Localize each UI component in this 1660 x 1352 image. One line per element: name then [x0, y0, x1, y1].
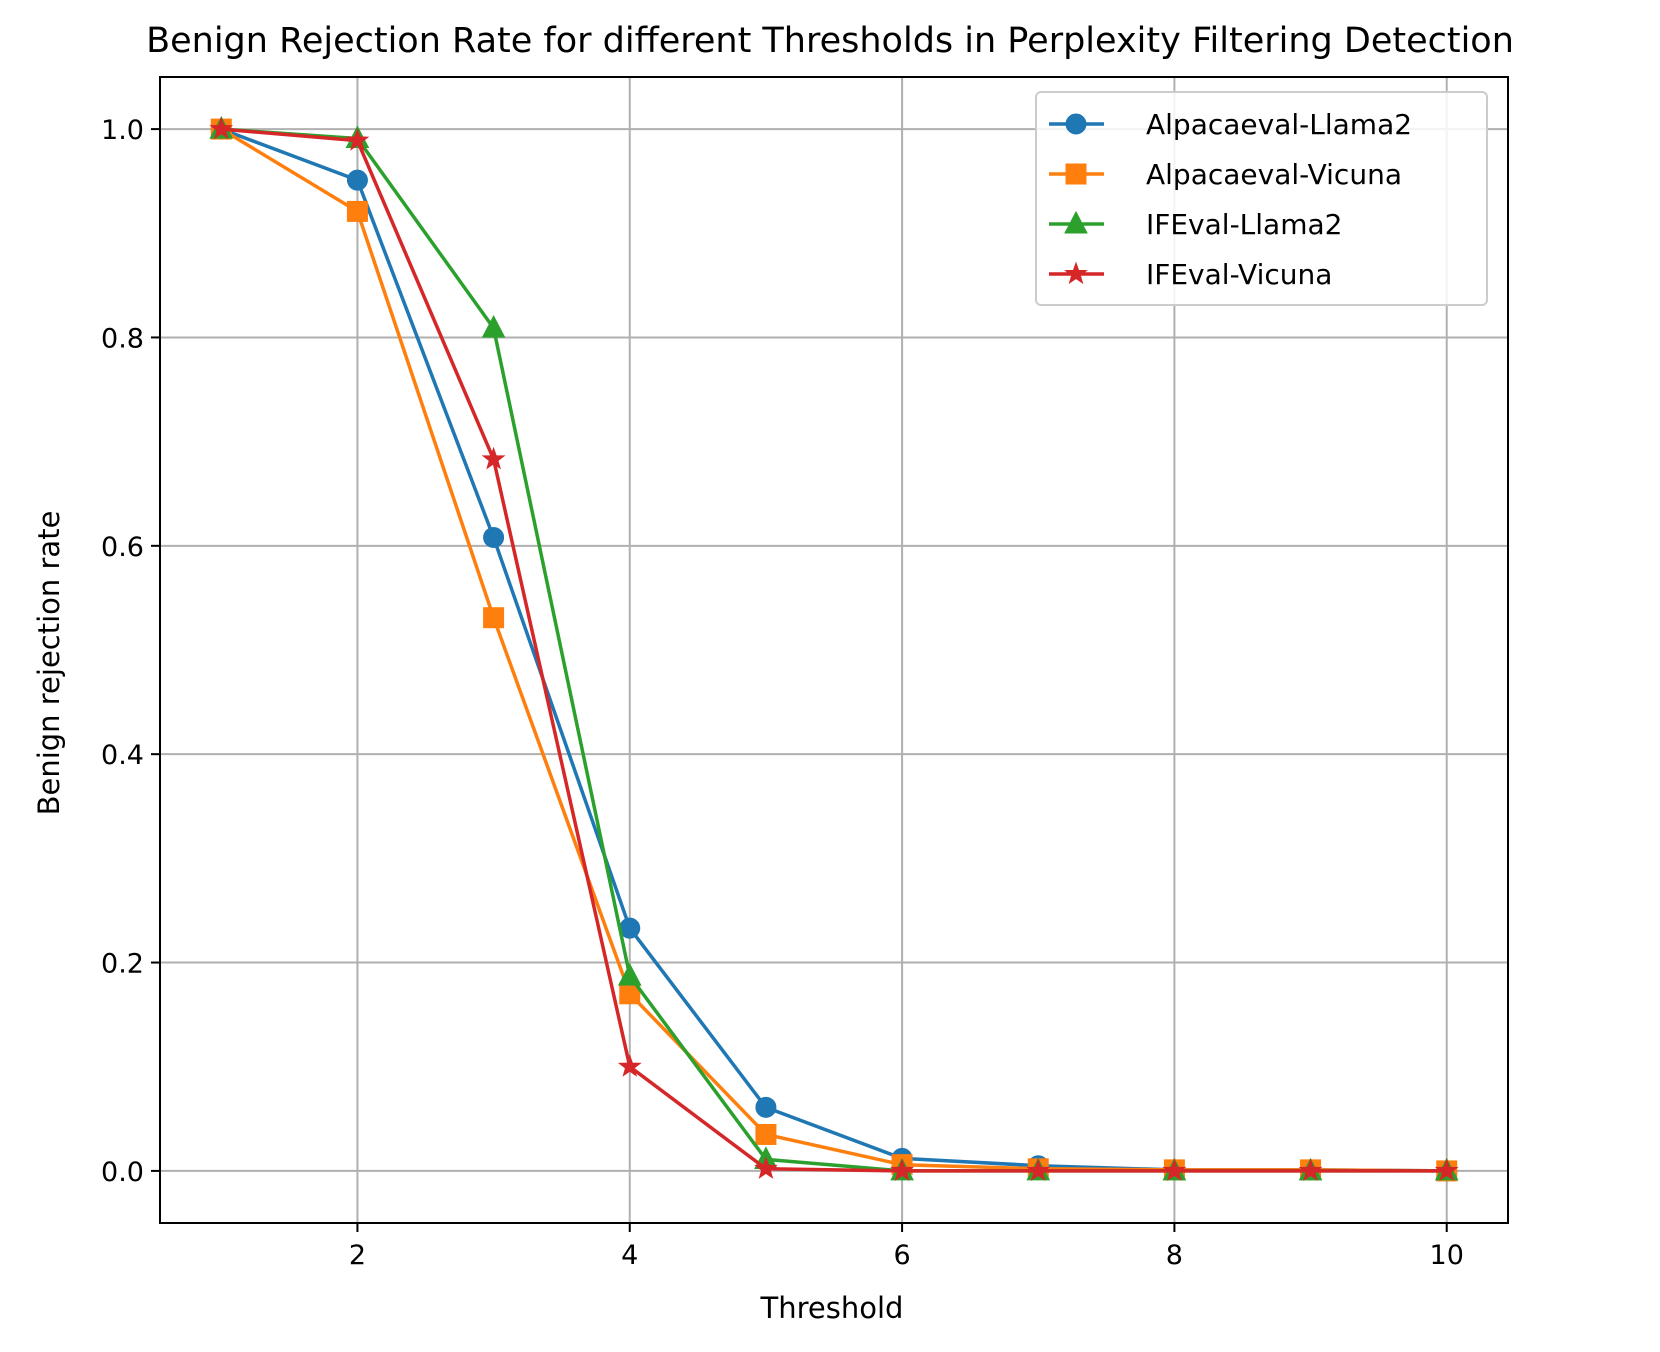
- legend-box: [1035, 91, 1488, 306]
- data-point: [481, 446, 506, 470]
- data-point: [617, 963, 642, 986]
- y-tick-label: 0.2: [101, 949, 144, 980]
- data-point: [1026, 1158, 1051, 1182]
- legend: Alpacaeval-Llama2 Alpacaeval-Vicuna IFEval…: [1035, 91, 1488, 306]
- series-ifeval-vicuna: [209, 116, 1459, 1182]
- legend-label: Alpacaeval-Llama2: [1146, 108, 1412, 141]
- y-tick-label: 0.6: [101, 532, 144, 563]
- data-point: [755, 1096, 777, 1118]
- x-tick-label: 8: [1166, 1240, 1183, 1271]
- data-point: [209, 116, 234, 140]
- data-point: [755, 1123, 777, 1145]
- data-point: [345, 128, 370, 151]
- legend-item: Alpacaeval-Vicuna: [1049, 158, 1402, 191]
- y-tick-label: 1.0: [101, 115, 144, 146]
- legend-marker: [1064, 261, 1088, 285]
- data-point: [481, 315, 506, 338]
- legend-marker: [1065, 163, 1087, 185]
- x-axis-label: Threshold: [760, 1291, 904, 1325]
- legend-item: IFEval-Vicuna: [1049, 258, 1332, 291]
- y-axis-label: Benign rejection rate: [32, 511, 66, 816]
- legend-marker: [1065, 113, 1087, 135]
- legend-label: IFEval-Vicuna: [1146, 258, 1332, 291]
- legend-item: Alpacaeval-Llama2: [1049, 108, 1412, 141]
- axis-ticks: 2 4 6 8 10 0.0 0.2 0.4 0.6 0.8 1.0: [101, 115, 1464, 1271]
- legend-marker: [1064, 210, 1088, 234]
- data-point: [346, 169, 368, 191]
- plot-frame: [159, 76, 1509, 1224]
- x-tick-label: 10: [1430, 1240, 1464, 1271]
- y-tick-label: 0.0: [101, 1157, 144, 1188]
- data-point: [483, 526, 505, 548]
- data-point: [1434, 1158, 1459, 1181]
- data-point: [617, 1054, 642, 1077]
- data-point: [1298, 1158, 1323, 1182]
- series-line: [221, 127, 1447, 1173]
- x-tick-label: 6: [893, 1240, 910, 1271]
- chart-title: Benign Rejection Rate for different Thre…: [146, 21, 1514, 61]
- legend-label: Alpacaeval-Vicuna: [1146, 158, 1402, 191]
- data-point: [483, 607, 505, 629]
- legend-item: IFEval-Llama2: [1049, 208, 1342, 241]
- data-point: [890, 1158, 914, 1181]
- data-point: [1162, 1158, 1187, 1181]
- x-tick-label: 4: [621, 1240, 638, 1271]
- legend-label: IFEval-Llama2: [1146, 208, 1342, 241]
- data-point: [346, 200, 368, 222]
- y-tick-label: 0.8: [101, 323, 144, 354]
- x-tick-label: 2: [349, 1240, 366, 1271]
- plot-series: [209, 116, 1459, 1182]
- data-point: [754, 1156, 778, 1179]
- y-tick-label: 0.4: [101, 740, 144, 771]
